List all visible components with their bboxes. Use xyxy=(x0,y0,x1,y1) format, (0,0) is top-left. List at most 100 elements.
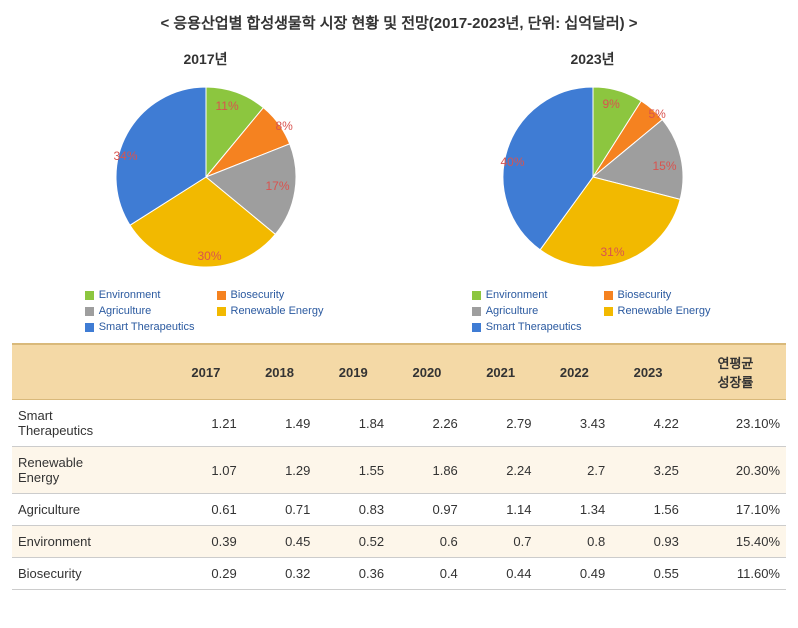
row-value: 0.29 xyxy=(169,558,243,590)
row-value: 1.29 xyxy=(243,447,317,494)
legend-item: Agriculture xyxy=(472,305,582,317)
row-value: 1.84 xyxy=(316,400,390,447)
legend-swatch xyxy=(472,307,481,316)
table-header: 연평균 성장률 xyxy=(685,344,786,400)
pie-slice-label: 31% xyxy=(601,245,625,259)
legend-label: Renewable Energy xyxy=(231,305,324,317)
legend-swatch xyxy=(472,323,481,332)
table-header: 2022 xyxy=(538,344,612,400)
legend-item: Environment xyxy=(472,289,582,301)
row-value: 3.25 xyxy=(611,447,685,494)
legend-swatch xyxy=(85,291,94,300)
table-header: 2021 xyxy=(464,344,538,400)
legend-swatch xyxy=(217,307,226,316)
row-value: 15.40% xyxy=(685,526,786,558)
pie-slice-label: 17% xyxy=(266,179,290,193)
legend-label: Environment xyxy=(486,289,548,301)
legend-2017: Environment Biosecurity Agriculture Renewab… xyxy=(85,289,327,333)
pie-slice-label: 11% xyxy=(216,99,239,113)
pie-slice-label: 34% xyxy=(114,149,138,163)
table-row: Environment0.390.450.520.60.70.80.9315.4… xyxy=(12,526,786,558)
pie-slice-label: 8% xyxy=(276,119,293,133)
legend-swatch xyxy=(85,307,94,316)
row-value: 2.24 xyxy=(464,447,538,494)
row-value: 0.93 xyxy=(611,526,685,558)
row-value: 0.36 xyxy=(316,558,390,590)
table-header-blank xyxy=(12,344,169,400)
row-value: 17.10% xyxy=(685,494,786,526)
legend-label: Renewable Energy xyxy=(618,305,711,317)
legend-2023: Environment Biosecurity Agriculture Renewab… xyxy=(472,289,714,333)
row-value: 0.49 xyxy=(538,558,612,590)
table-row: Agriculture0.610.710.830.971.141.341.561… xyxy=(12,494,786,526)
row-label: Biosecurity xyxy=(12,558,169,590)
row-value: 11.60% xyxy=(685,558,786,590)
legend-item: Renewable Energy xyxy=(217,305,327,317)
legend-swatch xyxy=(472,291,481,300)
row-value: 0.39 xyxy=(169,526,243,558)
table-row: Renewable Energy1.071.291.551.862.242.73… xyxy=(12,447,786,494)
row-value: 1.86 xyxy=(390,447,464,494)
row-value: 3.43 xyxy=(538,400,612,447)
legend-item: Agriculture xyxy=(85,305,195,317)
row-value: 1.07 xyxy=(169,447,243,494)
row-value: 1.21 xyxy=(169,400,243,447)
row-value: 0.71 xyxy=(243,494,317,526)
legend-item: Smart Therapeutics xyxy=(472,321,582,333)
data-table: 2017201820192020202120222023연평균 성장률 Smar… xyxy=(12,343,786,590)
row-value: 2.7 xyxy=(538,447,612,494)
chart-year-label: 2017년 xyxy=(183,49,227,69)
row-value: 20.30% xyxy=(685,447,786,494)
legend-label: Smart Therapeutics xyxy=(486,321,582,333)
row-value: 0.44 xyxy=(464,558,538,590)
table-header: 2019 xyxy=(316,344,390,400)
legend-label: Agriculture xyxy=(486,305,539,317)
pie-slice-label: 5% xyxy=(649,107,666,121)
row-value: 23.10% xyxy=(685,400,786,447)
pie-slice-label: 9% xyxy=(603,97,620,111)
row-value: 2.79 xyxy=(464,400,538,447)
row-value: 0.8 xyxy=(538,526,612,558)
pie-2023: 9%5%15%31%40% xyxy=(493,77,693,277)
row-value: 1.56 xyxy=(611,494,685,526)
page-title: < 응용산업별 합성생물학 시장 현황 및 전망(2017-2023년, 단위:… xyxy=(12,12,786,33)
row-value: 4.22 xyxy=(611,400,685,447)
row-value: 0.6 xyxy=(390,526,464,558)
row-value: 0.97 xyxy=(390,494,464,526)
legend-swatch xyxy=(85,323,94,332)
table-header: 2017 xyxy=(169,344,243,400)
table-header: 2023 xyxy=(611,344,685,400)
legend-label: Agriculture xyxy=(99,305,152,317)
row-value: 2.26 xyxy=(390,400,464,447)
row-value: 0.7 xyxy=(464,526,538,558)
row-value: 0.52 xyxy=(316,526,390,558)
row-value: 0.45 xyxy=(243,526,317,558)
chart-2017: 2017년 11% 8% 17% 30% 34% Environment Biosecur… xyxy=(36,49,376,333)
legend-item: Renewable Energy xyxy=(604,305,714,317)
row-value: 0.4 xyxy=(390,558,464,590)
table-header: 2018 xyxy=(243,344,317,400)
chart-2023: 2023년 9%5%15%31%40% EnvironmentBiosecuri… xyxy=(423,49,763,333)
legend-swatch xyxy=(604,307,613,316)
legend-item: Smart Therapeutics xyxy=(85,321,195,333)
pie-slice-label: 30% xyxy=(198,249,222,263)
pie-2017: 11% 8% 17% 30% 34% xyxy=(106,77,306,277)
row-value: 0.61 xyxy=(169,494,243,526)
row-label: Environment xyxy=(12,526,169,558)
chart-year-label: 2023년 xyxy=(570,49,614,69)
legend-item: Environment xyxy=(85,289,195,301)
row-value: 0.83 xyxy=(316,494,390,526)
legend-label: Biosecurity xyxy=(618,289,672,301)
legend-label: Smart Therapeutics xyxy=(99,321,195,333)
row-value: 0.32 xyxy=(243,558,317,590)
charts-row: 2017년 11% 8% 17% 30% 34% Environment Biosecur… xyxy=(12,49,786,333)
table-header: 2020 xyxy=(390,344,464,400)
row-value: 0.55 xyxy=(611,558,685,590)
row-value: 1.34 xyxy=(538,494,612,526)
pie-slice-label: 15% xyxy=(653,159,677,173)
legend-item: Biosecurity xyxy=(604,289,714,301)
row-label: Renewable Energy xyxy=(12,447,169,494)
legend-label: Biosecurity xyxy=(231,289,285,301)
row-label: Agriculture xyxy=(12,494,169,526)
row-value: 1.14 xyxy=(464,494,538,526)
